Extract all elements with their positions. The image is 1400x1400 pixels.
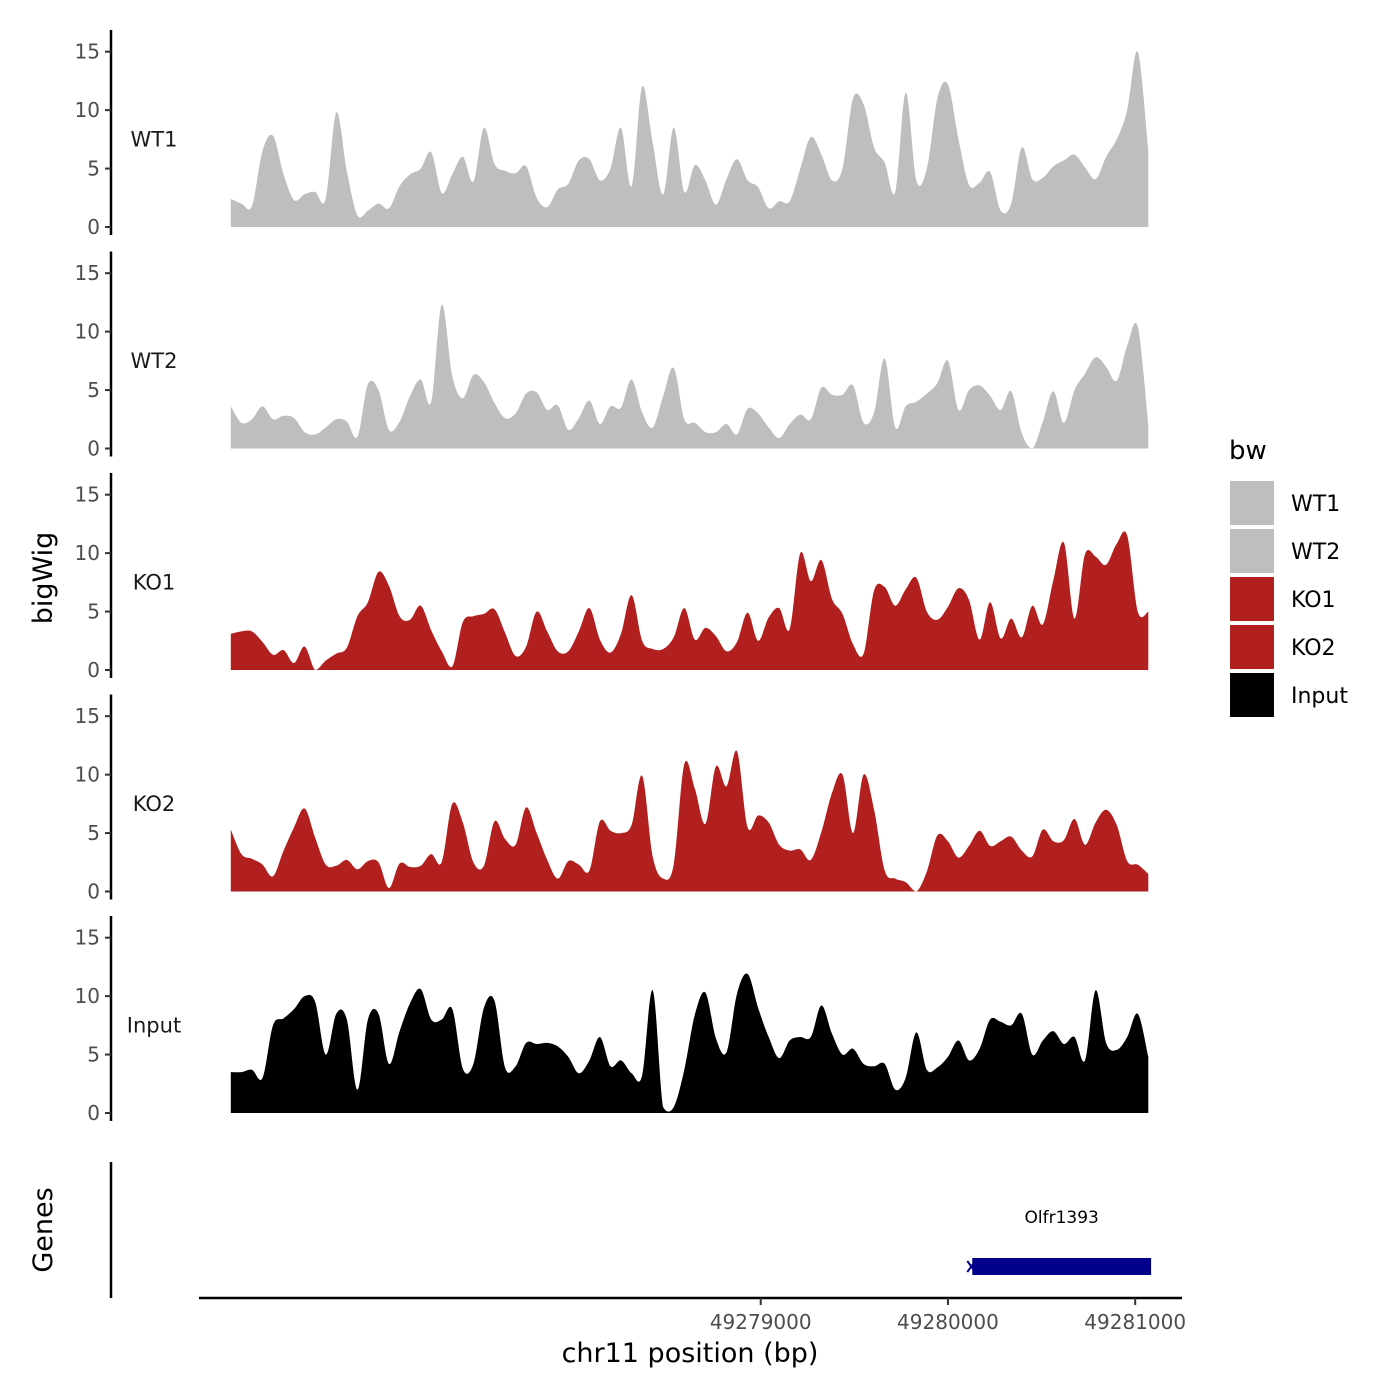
track-label-wt2: WT2 bbox=[131, 349, 178, 373]
legend-title: bw bbox=[1229, 436, 1267, 466]
track-input: 0 5 10 15 Input bbox=[75, 916, 1149, 1125]
legend-label: WT1 bbox=[1291, 492, 1340, 517]
y-tick-label: 10 bbox=[75, 984, 100, 1008]
area-input bbox=[230, 973, 1149, 1113]
y-tick-label: 15 bbox=[75, 926, 100, 950]
legend-items: WT1 WT2 KO1 KO2 Input bbox=[1230, 481, 1348, 717]
y-tick-label: 0 bbox=[87, 215, 100, 239]
x-tick-label: 49281000 bbox=[1084, 1310, 1186, 1334]
legend-label: WT2 bbox=[1291, 540, 1340, 565]
y-tick-label: 0 bbox=[87, 658, 100, 682]
x-tick-label: 49279000 bbox=[710, 1310, 812, 1334]
track-ko2: 0 5 10 15 KO2 bbox=[75, 694, 1149, 904]
legend-swatch bbox=[1230, 673, 1274, 717]
gene-marks: Olfr1393 bbox=[966, 1208, 1152, 1275]
area-ko2 bbox=[230, 750, 1149, 892]
y-tick-label: 5 bbox=[87, 1043, 100, 1067]
y-tick-label: 0 bbox=[87, 880, 100, 904]
track-label-ko2: KO2 bbox=[133, 792, 176, 816]
y-tick-label: 10 bbox=[75, 320, 100, 344]
y-tick-label: 5 bbox=[87, 157, 100, 181]
legend-label: KO1 bbox=[1291, 588, 1336, 613]
legend-label: KO2 bbox=[1291, 636, 1336, 661]
legend-swatch bbox=[1230, 577, 1274, 621]
legend-item-input: Input bbox=[1230, 673, 1348, 717]
x-ticks: 49279000 49280000 49281000 bbox=[710, 1298, 1186, 1334]
gene-strand-marker bbox=[966, 1260, 977, 1273]
y-tick-label: 10 bbox=[75, 541, 100, 565]
track-label-wt1: WT1 bbox=[131, 127, 178, 151]
x-tick-label: 49280000 bbox=[897, 1310, 999, 1334]
legend: bw WT1 WT2 KO1 KO2 Input bbox=[1229, 436, 1348, 717]
genes-panel: Genes Olfr1393 bbox=[28, 1162, 1152, 1298]
y-tick-label: 15 bbox=[75, 483, 100, 507]
y-tick-label: 10 bbox=[75, 763, 100, 787]
legend-swatch bbox=[1230, 625, 1274, 669]
track-ko1: 0 5 10 15 KO1 bbox=[75, 473, 1149, 682]
gene-body bbox=[972, 1258, 1152, 1275]
y-tick-label: 15 bbox=[75, 704, 100, 728]
area-wt2 bbox=[230, 304, 1149, 449]
legend-item-wt1: WT1 bbox=[1230, 481, 1340, 525]
legend-item-ko1: KO1 bbox=[1230, 577, 1336, 621]
y-tick-label: 15 bbox=[75, 40, 100, 64]
legend-swatch bbox=[1230, 529, 1274, 573]
track-label-ko1: KO1 bbox=[133, 570, 176, 594]
y-tick-label: 0 bbox=[87, 1101, 100, 1125]
y-tick-label: 5 bbox=[87, 378, 100, 402]
legend-item-wt2: WT2 bbox=[1230, 529, 1340, 573]
bigwig-tracks: 0 5 10 15 WT1 0 5 10 15 WT2 0 5 10 15 KO1 0 5 10 15 KO2 0 5 10… bbox=[75, 30, 1149, 1125]
legend-label: Input bbox=[1291, 684, 1348, 709]
gene-olfr1393: Olfr1393 bbox=[966, 1208, 1152, 1275]
x-axis-title: chr11 position (bp) bbox=[562, 1338, 819, 1369]
track-wt1: 0 5 10 15 WT1 bbox=[75, 30, 1149, 239]
track-label-input: Input bbox=[127, 1013, 181, 1037]
x-axis: 49279000 49280000 49281000 chr11 position … bbox=[199, 1296, 1186, 1369]
track-wt2: 0 5 10 15 WT2 bbox=[75, 251, 1149, 461]
y-tick-label: 5 bbox=[87, 600, 100, 624]
y-axis-title-genes: Genes bbox=[28, 1187, 59, 1272]
y-axis-title-bigwig: bigWig bbox=[28, 532, 59, 625]
legend-swatch bbox=[1230, 481, 1274, 525]
gene-label: Olfr1393 bbox=[1025, 1208, 1099, 1228]
legend-item-ko2: KO2 bbox=[1230, 625, 1336, 669]
y-tick-label: 10 bbox=[75, 98, 100, 122]
y-tick-label: 5 bbox=[87, 821, 100, 845]
area-wt1 bbox=[230, 51, 1149, 227]
y-tick-label: 15 bbox=[75, 261, 100, 285]
area-ko1 bbox=[230, 531, 1149, 670]
y-tick-label: 0 bbox=[87, 437, 100, 461]
